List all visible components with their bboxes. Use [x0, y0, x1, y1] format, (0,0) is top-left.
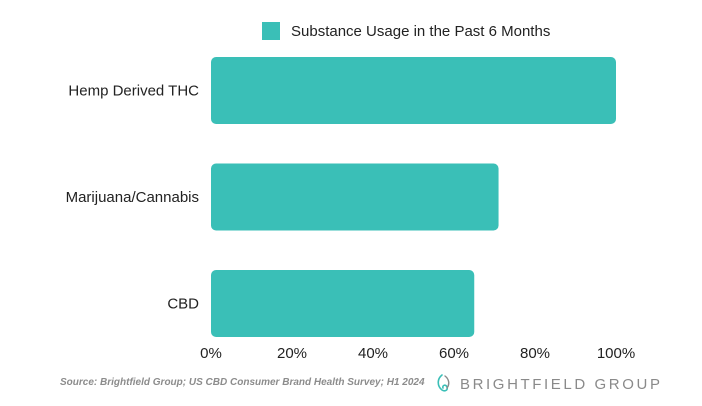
x-tick-label: 0%: [200, 345, 222, 362]
bar-hemp-derived-thc: [211, 57, 616, 124]
bar-marijuana-cannabis: [211, 163, 499, 231]
brand-logo: BRIGHTFIELD GROUP: [434, 372, 663, 396]
category-label: CBD: [167, 296, 199, 313]
brand-name: BRIGHTFIELD GROUP: [460, 375, 663, 393]
category-label: Hemp Derived THC: [68, 83, 199, 100]
x-tick-label: 20%: [277, 345, 307, 362]
leaf-spiral-icon: [437, 374, 450, 392]
category-label: Marijuana/Cannabis: [66, 189, 199, 206]
x-tick-label: 100%: [597, 345, 635, 362]
legend-swatch: [262, 22, 280, 40]
x-tick-label: 80%: [520, 345, 550, 362]
legend-label: Substance Usage in the Past 6 Months: [291, 22, 551, 40]
chart-legend: Substance Usage in the Past 6 Months: [262, 20, 550, 42]
bar-cbd: [211, 270, 475, 337]
source-note: Source: Brightfield Group; US CBD Consum…: [60, 377, 425, 388]
x-tick-label: 60%: [439, 345, 469, 362]
x-tick-label: 40%: [358, 345, 388, 362]
